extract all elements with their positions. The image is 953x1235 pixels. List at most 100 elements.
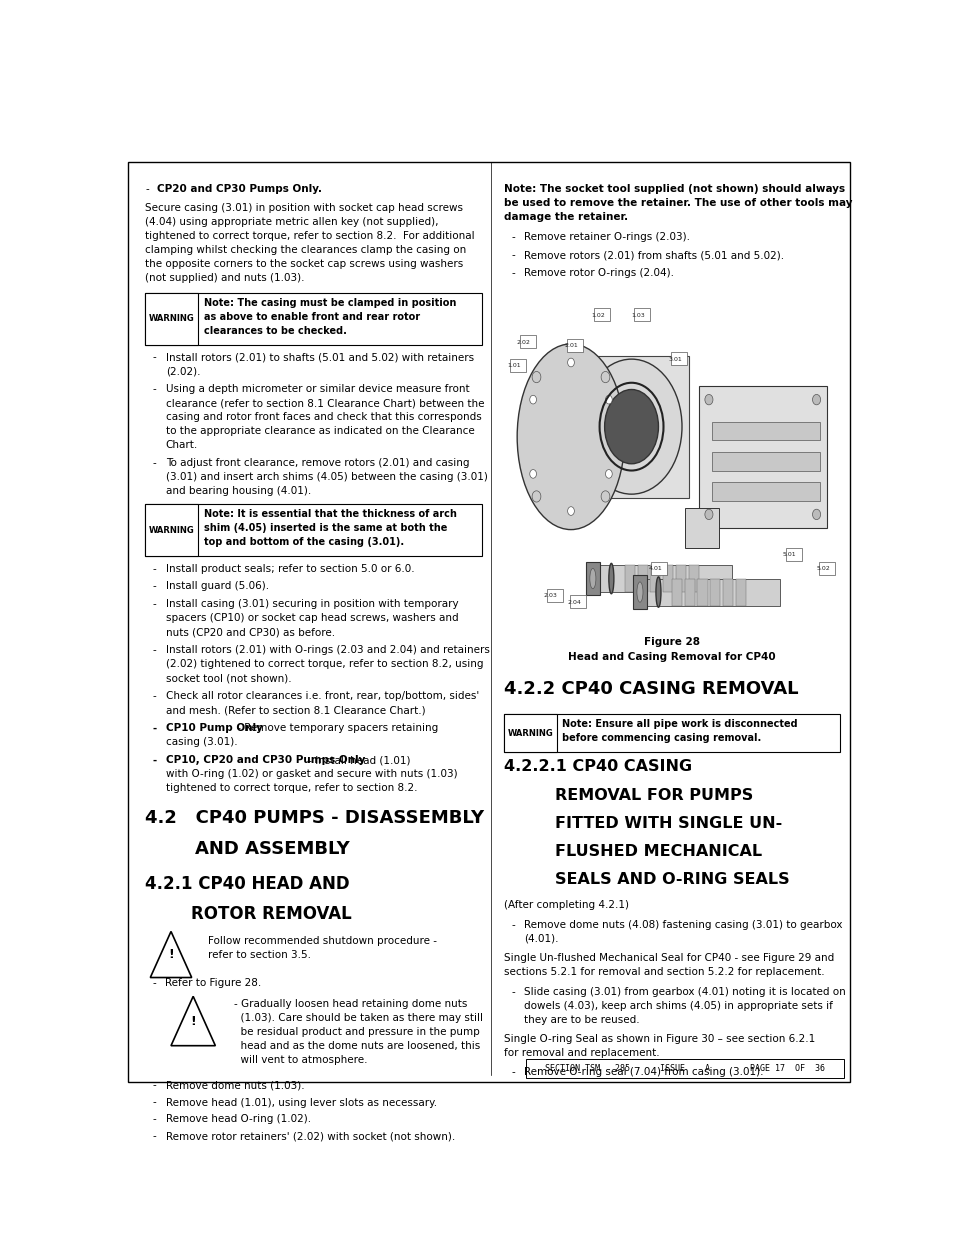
Text: 4.01: 4.01 — [647, 566, 661, 571]
Text: clamping whilst checking the clearances clamp the casing on: clamping whilst checking the clearances … — [145, 245, 466, 254]
Text: Note: Ensure all pipe work is disconnected: Note: Ensure all pipe work is disconnect… — [561, 719, 797, 729]
Bar — [662, 566, 673, 592]
Bar — [546, 589, 562, 601]
Bar — [819, 562, 835, 574]
Bar — [712, 421, 819, 440]
Text: damage the retainer.: damage the retainer. — [503, 212, 627, 222]
Text: 2.04: 2.04 — [567, 600, 580, 605]
Text: 3.01: 3.01 — [668, 357, 681, 362]
Bar — [697, 578, 707, 605]
Circle shape — [529, 395, 536, 404]
Ellipse shape — [517, 343, 624, 530]
Text: SECTION TSM   285      ISSUE    A        PAGE 17  OF  36: SECTION TSM 285 ISSUE A PAGE 17 OF 36 — [544, 1065, 824, 1073]
Text: -: - — [152, 724, 156, 734]
Text: casing (3.01).: casing (3.01). — [166, 737, 237, 747]
Text: 4.2.2 CP40 CASING REMOVAL: 4.2.2 CP40 CASING REMOVAL — [503, 680, 798, 699]
Bar — [671, 578, 681, 605]
Bar — [637, 566, 647, 592]
Bar — [710, 578, 720, 605]
Text: Remove rotor retainers' (2.02) with socket (not shown).: Remove rotor retainers' (2.02) with sock… — [166, 1131, 455, 1141]
Text: (not supplied) and nuts (1.03).: (not supplied) and nuts (1.03). — [145, 273, 304, 283]
Text: -: - — [152, 1131, 156, 1141]
Text: 2.03: 2.03 — [543, 593, 558, 598]
Text: Install rotors (2.01) to shafts (5.01 and 5.02) with retainers: Install rotors (2.01) to shafts (5.01 an… — [166, 352, 474, 362]
Bar — [638, 578, 779, 605]
Bar — [145, 504, 481, 556]
Text: (4.01).: (4.01). — [524, 934, 558, 944]
Text: -: - — [511, 268, 515, 278]
Ellipse shape — [589, 568, 596, 589]
Text: to the appropriate clearance as indicated on the Clearance: to the appropriate clearance as indicate… — [166, 426, 474, 436]
Text: (4.04) using appropriate metric allen key (not supplied),: (4.04) using appropriate metric allen ke… — [145, 216, 438, 227]
Bar — [650, 566, 659, 592]
Text: as above to enable front and rear rotor: as above to enable front and rear rotor — [203, 311, 419, 321]
Bar — [671, 352, 687, 366]
Text: -: - — [152, 563, 156, 573]
Text: -: - — [145, 184, 149, 194]
Text: with O-ring (1.02) or gasket and secure with nuts (1.03): with O-ring (1.02) or gasket and secure … — [166, 769, 457, 779]
Text: be residual product and pressure in the pump: be residual product and pressure in the … — [233, 1028, 479, 1037]
Text: (1.03). Care should be taken as there may still: (1.03). Care should be taken as there ma… — [233, 1013, 482, 1023]
Text: CP10 Pump Only: CP10 Pump Only — [166, 724, 262, 734]
Text: !: ! — [190, 1014, 196, 1028]
Text: -: - — [152, 599, 156, 609]
Text: SEALS AND O-RING SEALS: SEALS AND O-RING SEALS — [555, 872, 789, 887]
Text: FITTED WITH SINGLE UN-: FITTED WITH SINGLE UN- — [555, 816, 781, 831]
Text: Chart.: Chart. — [166, 441, 198, 451]
Text: -: - — [511, 1067, 515, 1077]
Text: AND ASSEMBLY: AND ASSEMBLY — [195, 840, 350, 858]
Circle shape — [567, 358, 574, 367]
Text: -: - — [511, 251, 515, 261]
Text: Remove retainer O-rings (2.03).: Remove retainer O-rings (2.03). — [524, 232, 690, 242]
Text: Install casing (3.01) securing in position with temporary: Install casing (3.01) securing in positi… — [166, 599, 458, 609]
Text: REMOVAL FOR PUMPS: REMOVAL FOR PUMPS — [555, 788, 753, 803]
Text: 5.02: 5.02 — [816, 566, 829, 571]
Text: and bearing housing (4.01).: and bearing housing (4.01). — [166, 487, 311, 496]
Bar — [784, 548, 801, 561]
Text: -: - — [152, 384, 156, 394]
Bar — [145, 293, 198, 345]
Text: (2.02) tightened to correct torque, refer to section 8.2, using: (2.02) tightened to correct torque, refe… — [166, 659, 483, 669]
Text: spacers (CP10) or socket cap head screws, washers and: spacers (CP10) or socket cap head screws… — [166, 614, 458, 624]
Text: Single O-ring Seal as shown in Figure 30 – see section 6.2.1: Single O-ring Seal as shown in Figure 30… — [503, 1034, 814, 1044]
Text: before commencing casing removal.: before commencing casing removal. — [561, 734, 760, 743]
Text: head and as the dome nuts are loosened, this: head and as the dome nuts are loosened, … — [233, 1041, 479, 1051]
Text: Note: The casing must be clamped in position: Note: The casing must be clamped in posi… — [203, 298, 456, 308]
Text: -: - — [152, 352, 156, 362]
Bar — [566, 338, 582, 352]
Text: Single Un-flushed Mechanical Seal for CP40 - see Figure 29 and: Single Un-flushed Mechanical Seal for CP… — [503, 953, 833, 963]
Bar — [145, 504, 198, 556]
Text: ROTOR REMOVAL: ROTOR REMOVAL — [191, 905, 352, 923]
Text: Note: The socket tool supplied (not shown) should always: Note: The socket tool supplied (not show… — [503, 184, 844, 194]
Text: Remove dome nuts (1.03).: Remove dome nuts (1.03). — [166, 1081, 304, 1091]
Text: refer to section 3.5.: refer to section 3.5. — [208, 950, 311, 960]
Circle shape — [812, 509, 820, 520]
Text: Using a depth micrometer or similar device measure front: Using a depth micrometer or similar devi… — [166, 384, 469, 394]
Circle shape — [812, 394, 820, 405]
Text: To adjust front clearance, remove rotors (2.01) and casing: To adjust front clearance, remove rotors… — [166, 458, 469, 468]
Circle shape — [567, 506, 574, 515]
Bar — [676, 566, 685, 592]
Text: WARNING: WARNING — [507, 729, 553, 737]
Text: Follow recommended shutdown procedure -: Follow recommended shutdown procedure - — [208, 936, 436, 946]
Text: -: - — [511, 920, 515, 930]
Text: sections 5.2.1 for removal and section 5.2.2 for replacement.: sections 5.2.1 for removal and section 5… — [503, 967, 823, 977]
Bar — [712, 452, 819, 471]
Text: for removal and replacement.: for removal and replacement. — [503, 1047, 659, 1057]
Bar — [525, 1060, 842, 1078]
Circle shape — [532, 372, 540, 383]
Text: top and bottom of the casing (3.01).: top and bottom of the casing (3.01). — [203, 537, 403, 547]
Text: will vent to atmosphere.: will vent to atmosphere. — [233, 1055, 367, 1066]
Text: Remove rotor O-rings (2.04).: Remove rotor O-rings (2.04). — [524, 268, 674, 278]
Bar — [712, 483, 819, 501]
Text: Remove rotors (2.01) from shafts (5.01 and 5.02).: Remove rotors (2.01) from shafts (5.01 a… — [524, 251, 783, 261]
Text: 1.03: 1.03 — [631, 312, 644, 317]
Text: (After completing 4.2.1): (After completing 4.2.1) — [503, 900, 628, 910]
Text: - Remove temporary spacers retaining: - Remove temporary spacers retaining — [233, 724, 437, 734]
Text: -: - — [152, 646, 156, 656]
Text: the opposite corners to the socket cap screws using washers: the opposite corners to the socket cap s… — [145, 259, 463, 269]
Text: Secure casing (3.01) in position with socket cap head screws: Secure casing (3.01) in position with so… — [145, 203, 462, 212]
Text: -: - — [152, 756, 156, 766]
Text: 4.2.2.1 CP40 CASING: 4.2.2.1 CP40 CASING — [503, 760, 691, 774]
Bar — [735, 578, 745, 605]
